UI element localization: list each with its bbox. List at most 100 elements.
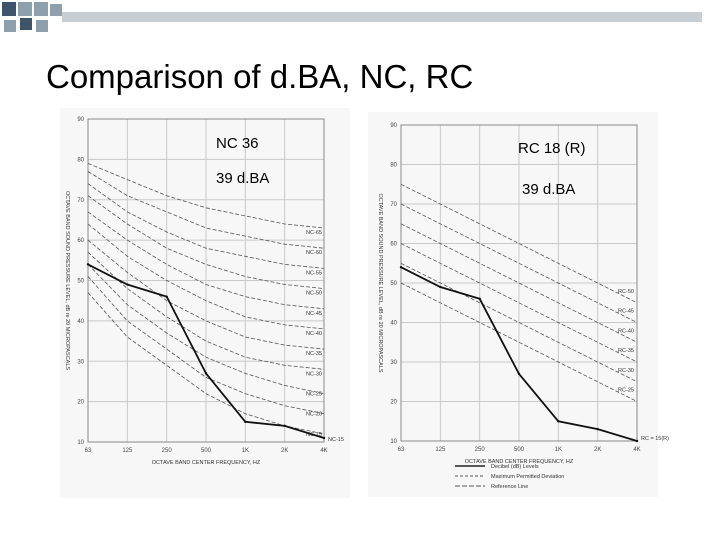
reference-curve-nc-65 (87, 163, 325, 229)
reference-curve-rc-40 (400, 223, 638, 343)
measured-point (399, 266, 403, 269)
x-axis-label: OCTAVE BAND CENTER FREQUENCY, HZ (152, 460, 261, 466)
chart-annotation: 39 d.BA (522, 181, 575, 198)
reference-curve-rc-25 (400, 282, 638, 402)
curve-label: RC-45 (618, 309, 634, 315)
curve-label: NC-60 (306, 250, 322, 256)
y-tick-label: 10 (390, 439, 397, 445)
y-tick-label: 10 (77, 440, 84, 446)
y-tick-label: 30 (77, 359, 84, 365)
x-tick-label: 4K (320, 448, 327, 454)
curve-label: NC-35 (306, 351, 322, 357)
curve-label: NC-40 (306, 331, 322, 337)
reference-curve-rc-30 (400, 262, 638, 383)
reference-curve-nc-55 (87, 183, 325, 269)
x-tick-label: 500 (514, 447, 525, 453)
x-tick-label: 125 (435, 447, 446, 453)
measured-point (204, 372, 208, 375)
reference-curve-nc-30 (87, 251, 325, 370)
curve-label: NC-50 (306, 291, 322, 297)
y-tick-label: 40 (77, 319, 84, 325)
measured-point (283, 424, 286, 428)
curve-label: RC-25 (618, 388, 634, 394)
reference-curve-nc-45 (87, 211, 325, 310)
y-tick-label: 30 (390, 360, 397, 366)
y-tick-label: 20 (77, 400, 84, 406)
curve-label: NC-45 (306, 311, 322, 317)
end-curve-label: RC = 15(R) (641, 436, 669, 442)
measured-point (244, 420, 247, 424)
chart-annotation: NC 36 (216, 135, 259, 152)
x-tick-label: 125 (122, 448, 133, 454)
curve-label: RC-50 (618, 289, 634, 295)
measured-point (165, 295, 168, 298)
decor-square (36, 20, 48, 32)
x-tick-label: 250 (162, 448, 173, 454)
reference-curve-nc-50 (87, 195, 325, 289)
x-tick-label: 1K (555, 447, 562, 453)
y-tick-label: 90 (77, 117, 84, 123)
curve-label: NC-20 (306, 412, 322, 418)
curve-label: NC-55 (306, 270, 322, 276)
decor-bar (62, 12, 702, 22)
chart-panel (60, 108, 350, 498)
decor-square (20, 18, 32, 30)
curve-label: RC-30 (618, 368, 634, 374)
y-tick-label: 60 (77, 238, 84, 244)
y-tick-label: 40 (390, 321, 397, 327)
decor-square (18, 2, 32, 16)
y-tick-label: 60 (390, 242, 397, 248)
y-tick-label: 70 (390, 202, 397, 208)
plot-frame (87, 118, 325, 443)
reference-curve-nc-40 (87, 223, 325, 330)
measured-point (517, 372, 521, 376)
nc-chart: 63 125 250 500 1K 2K 4K 10 20 30 40 50 60 70 80 90 OCTAV… (60, 108, 350, 498)
reference-curve-rc-45 (400, 203, 638, 323)
x-tick-label: 4K (633, 447, 640, 453)
legend-entry: Maximum Permitted Deviation (491, 474, 564, 480)
end-curve-label: NC-15 (328, 437, 344, 443)
curve-label: RC-35 (618, 348, 634, 354)
corner-decoration (2, 2, 702, 32)
measured-point (439, 285, 442, 289)
slide-title: Comparison of d.BA, NC, RC (46, 58, 474, 95)
decor-square (4, 20, 16, 32)
reference-curve-nc-60 (87, 171, 325, 249)
curve-label: RC-40 (618, 328, 634, 334)
measured-point (557, 420, 560, 423)
x-tick-label: 63 (85, 448, 92, 454)
decor-square (50, 4, 62, 16)
reference-curve-rc-50 (400, 183, 638, 304)
chart-panel (368, 112, 658, 497)
chart-annotation: RC 18 (R) (518, 140, 586, 157)
y-tick-label: 50 (77, 279, 84, 285)
y-tick-label: 20 (390, 400, 397, 406)
x-tick-label: 2K (281, 448, 288, 454)
measured-point (596, 427, 599, 431)
reference-curve-nc-35 (87, 239, 325, 350)
measured-point (126, 283, 129, 286)
rc-chart: 63 125 250 500 1K 2K 4K 10 20 30 40 50 60 70 80 90 OCTAV… (368, 112, 669, 497)
y-tick-label: 90 (390, 123, 397, 129)
reference-curve-rc-35 (400, 243, 638, 363)
measured-point (322, 436, 326, 440)
x-tick-label: 2K (594, 447, 601, 453)
legend-entry: Decibel (dB) Levels (491, 464, 539, 470)
x-tick-label: 500 (201, 448, 212, 454)
y-axis-label: OCTAVE BAND SOUND PRESSURE LEVEL, dB re … (377, 193, 383, 372)
measured-point (86, 263, 90, 266)
decor-square (34, 2, 48, 16)
measured-point (635, 439, 639, 443)
x-tick-label: 1K (242, 448, 249, 454)
legend-entry: Reference Line (491, 484, 528, 490)
reference-curve-nc-25 (87, 264, 325, 394)
decor-square (2, 2, 16, 16)
chart-annotation: 39 d.BA (216, 170, 269, 187)
y-tick-label: 70 (77, 198, 84, 204)
reference-curve-nc-20 (87, 276, 325, 415)
x-tick-label: 250 (475, 447, 486, 453)
curve-label: NC-30 (306, 371, 322, 377)
y-tick-label: 80 (77, 157, 84, 163)
y-tick-label: 50 (390, 281, 397, 287)
